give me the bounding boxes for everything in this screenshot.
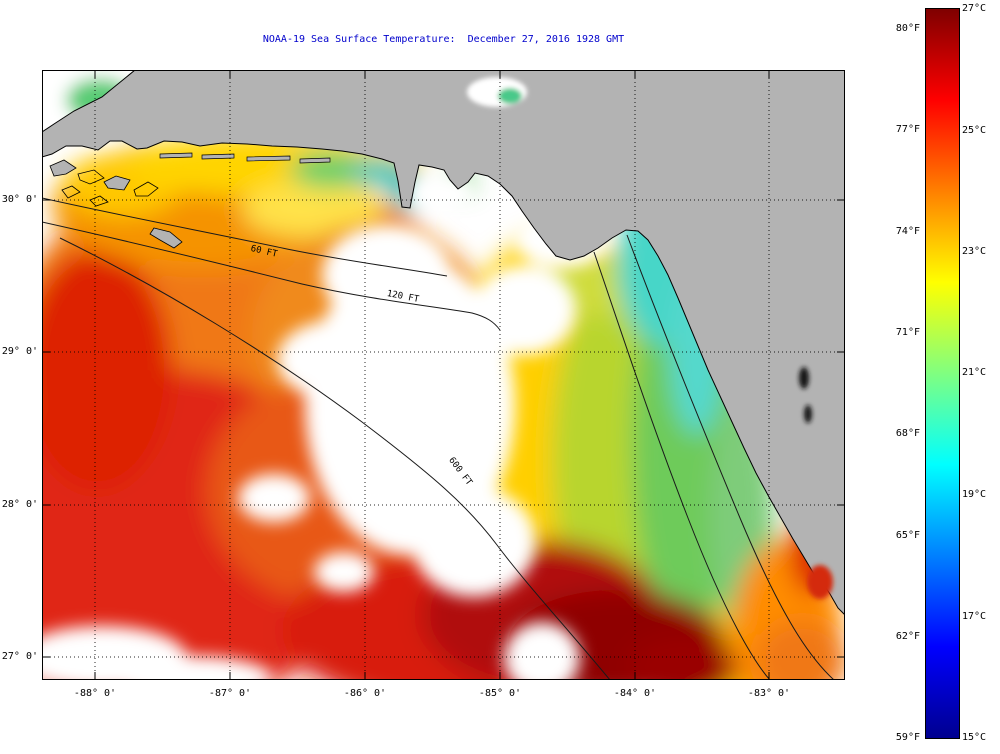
figure-title: NOAA-19 Sea Surface Temperature: Decembe…: [262, 34, 625, 45]
land: [42, 70, 845, 616]
bathymetry-contour: [593, 251, 771, 680]
x-tick-label: -87° 0': [208, 688, 252, 699]
map-overlay: [799, 367, 809, 389]
graticule: [42, 70, 845, 680]
y-tick-label: 29° 0': [1, 346, 38, 357]
y-tick-label: 30° 0': [1, 194, 38, 205]
colorbar-c-label: 25°C: [962, 125, 987, 136]
x-tick-label: -84° 0': [613, 688, 657, 699]
colorbar-f-label: 59°F: [895, 732, 920, 743]
marsh-coastline: [133, 181, 159, 197]
cloud-patch: [314, 552, 374, 592]
cloud-patch: [277, 320, 397, 400]
map-plot: [42, 70, 845, 680]
marsh-coastline: [49, 159, 77, 177]
sst-map-canvas: [42, 70, 845, 680]
colorbar-c-label: 21°C: [962, 367, 987, 378]
x-tick-label: -88° 0': [73, 688, 117, 699]
axis-ticks: [42, 70, 845, 680]
marsh-coastline: [89, 195, 109, 207]
cloud-patch: [412, 487, 536, 597]
x-tick-label: -85° 0': [478, 688, 522, 699]
colorbar-c-label: 27°C: [962, 3, 987, 14]
map-overlays: [467, 77, 833, 599]
sst-region: [242, 182, 382, 238]
map-overlay: [807, 565, 833, 599]
sst-region: [757, 620, 845, 680]
cloud-patch: [238, 474, 310, 522]
x-tick-label: -83° 0': [747, 688, 791, 699]
colorbar-c-label: 17°C: [962, 611, 987, 622]
cloud-patch: [504, 622, 580, 680]
bathymetry-contour: [42, 197, 448, 277]
colorbar: [925, 8, 960, 739]
colorbar-c-label: 15°C: [962, 732, 987, 743]
colorbar-c-label: 23°C: [962, 246, 987, 257]
barrier-island: [299, 157, 331, 164]
marsh-coastline: [61, 185, 81, 199]
y-tick-label: 28° 0': [1, 499, 38, 510]
cloud-patch: [472, 265, 576, 355]
bathymetry-contours: [42, 197, 835, 680]
marsh-coastline: [103, 175, 131, 191]
colorbar-f-label: 68°F: [895, 428, 920, 439]
barrier-island: [246, 155, 291, 162]
sst-region: [42, 250, 172, 490]
marsh-coastline: [77, 169, 105, 185]
cloud-patch: [112, 656, 272, 680]
map-overlay: [804, 405, 812, 423]
barrier-island: [201, 153, 235, 160]
cloud-patch: [322, 225, 452, 325]
bathymetry-contour: [59, 237, 611, 680]
marsh-coastline: [149, 227, 183, 249]
bathymetry-contour: [626, 234, 835, 680]
land-polygon: [42, 70, 845, 616]
colorbar-c-label: 19°C: [962, 489, 987, 500]
plot-frame: [42, 70, 845, 680]
colorbar-f-label: 65°F: [895, 530, 920, 541]
colorbar-f-label: 62°F: [895, 631, 920, 642]
barrier-island: [159, 152, 193, 159]
y-tick-label: 27° 0': [1, 651, 38, 662]
x-tick-label: -86° 0': [343, 688, 387, 699]
colorbar-f-label: 80°F: [895, 23, 920, 34]
colorbar-f-label: 74°F: [895, 226, 920, 237]
map-overlay: [498, 88, 522, 104]
colorbar-f-label: 71°F: [895, 327, 920, 338]
bathymetry-contour: [42, 221, 501, 331]
colorbar-f-label: 77°F: [895, 124, 920, 135]
